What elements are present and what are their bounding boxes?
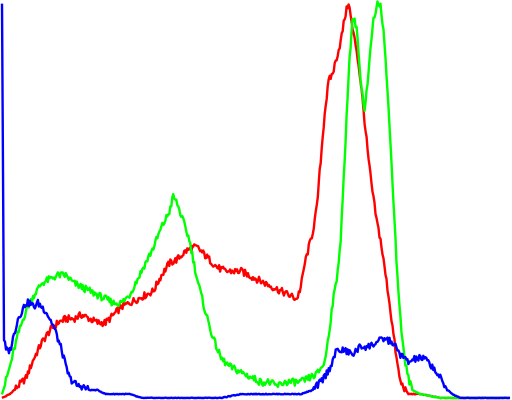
series-line-0 <box>1 3 511 400</box>
series-line-2 <box>0 3 511 400</box>
